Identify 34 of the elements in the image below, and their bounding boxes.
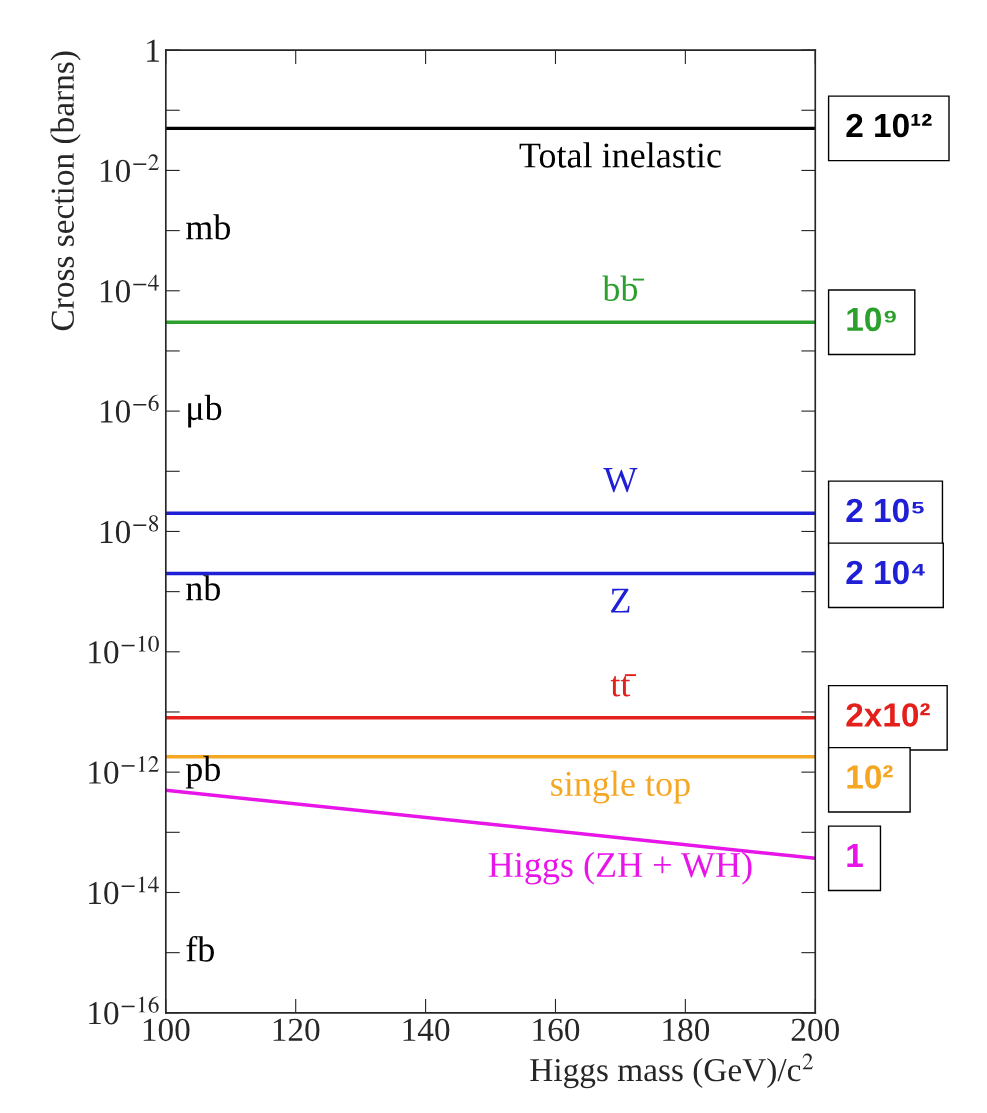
text: 1 [847,843,863,867]
y-tick-label: 10$^{−10}$ [89,635,159,664]
text: 10² [847,765,893,789]
x-tick-label: 140 [403,1018,450,1042]
annotation: fb [186,935,214,962]
x-tick-label: 120 [273,1018,320,1042]
annotation: W [603,468,638,493]
annotation: bb̄ [602,275,645,302]
x-tick-label: 160 [533,1018,580,1042]
x-tick-label: 180 [663,1018,710,1042]
annotation: single top [551,770,690,804]
annotation: mb [186,214,231,240]
annotation: Higgs (ZH + WH) [488,851,752,885]
annotation: tt̄ [610,674,636,697]
annotation: Total inelastic [519,142,721,168]
text: 2 10¹² [846,113,932,138]
text: 2x10² [846,703,930,727]
y-tick-label: 10$^{−2}$ [100,154,159,183]
text: 2 10⁵ [846,498,924,523]
y-tick-label: 10$^{−4}$ [100,274,159,303]
x-tick-label: 200 [791,1018,839,1042]
y-tick-label: 10$^{−14}$ [89,876,159,905]
annotation: Z [611,588,630,613]
annotation: μb [188,394,222,428]
y-axis-title: Cross section (barns) [50,51,81,331]
y-tick-label: 10$^{−6}$ [100,394,159,423]
text: 10⁹ [847,307,896,332]
text: 2 10⁴ [846,560,925,585]
annotation: nb [186,575,220,601]
y-tick-label: 1 [147,39,159,62]
x-axis-title: Higgs mass (GeV)/c$^{2}$ [530,1053,814,1089]
y-tick-label: 10$^{−8}$ [100,515,159,544]
y-tick-label: 10$^{−12}$ [89,756,159,784]
annotation: pb [185,755,220,789]
